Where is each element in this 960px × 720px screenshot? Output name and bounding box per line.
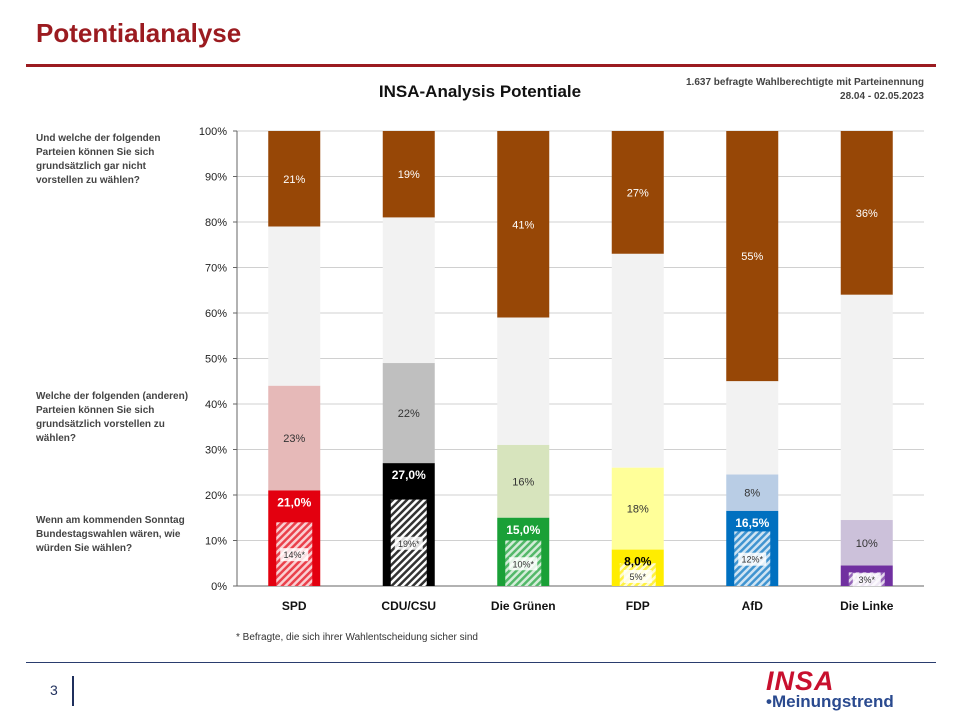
bar-potential: [611, 467, 664, 550]
data-label-vote: 16,5%: [735, 516, 769, 530]
data-label-potential: 8%: [744, 488, 760, 500]
data-label-certain: 19%*: [398, 539, 420, 549]
y-tick-label: 0%: [211, 581, 227, 593]
question-vote: Wenn am kommenden Sonntag Bundestagswahl…: [36, 515, 185, 554]
data-label-vote: 15,0%: [506, 523, 540, 537]
y-tick-label: 90%: [205, 172, 227, 184]
page-number: 3: [50, 682, 58, 698]
data-label-rejection: 21%: [283, 174, 305, 186]
y-tick-label: 70%: [205, 263, 227, 275]
bar-potential: [726, 474, 779, 511]
data-label-potential: 16%: [512, 476, 534, 488]
data-label-rejection: 27%: [627, 187, 649, 199]
bar-potential: [497, 444, 550, 518]
bar-rejection: [611, 131, 664, 254]
data-label-certain-box: [280, 548, 309, 562]
y-tick-label: 60%: [205, 308, 227, 320]
logo-meinungstrend-text: •Meinungstrend: [766, 692, 894, 711]
data-label-potential: 22%: [398, 408, 420, 420]
chart-title: INSA-Analysis Potentiale: [378, 82, 582, 101]
bar-neutral: [497, 317, 550, 445]
data-label-rejection: 36%: [856, 208, 878, 220]
insa-logo: INSA •Meinungstrend: [766, 666, 916, 712]
data-label-rejection: 55%: [741, 251, 763, 263]
data-label-certain: 12%*: [741, 555, 763, 565]
bar-neutral: [611, 253, 664, 468]
y-tick-label: 100%: [199, 126, 227, 138]
data-label-potential: 18%: [627, 504, 649, 516]
y-tick-label: 40%: [205, 399, 227, 411]
data-label-certain: 10%*: [512, 559, 534, 569]
bar-neutral: [268, 226, 321, 386]
x-category-label: Die Grünen: [491, 599, 556, 613]
x-category-label: CDU/CSU: [381, 599, 436, 613]
data-label-rejection: 41%: [512, 219, 534, 231]
data-label-certain: 14%*: [283, 550, 305, 560]
page-number-divider: [72, 676, 74, 706]
x-category-label: AfD: [742, 599, 764, 613]
data-label-vote: 8,0%: [624, 555, 652, 569]
data-label-potential: 10%: [856, 538, 878, 550]
bar-potential: [840, 520, 893, 566]
x-category-label: SPD: [282, 599, 307, 613]
bar-neutral: [840, 294, 893, 521]
data-label-certain: 5%*: [629, 572, 646, 582]
x-category-label: FDP: [626, 599, 650, 613]
bar-neutral: [726, 381, 779, 475]
survey-dates: 28.04 - 02.05.2023: [840, 91, 924, 102]
page-title: Potentialanalyse: [36, 18, 242, 48]
bar-rejection: [382, 131, 435, 218]
bar-neutral: [382, 217, 435, 364]
y-tick-label: 10%: [205, 536, 227, 548]
data-label-certain: 3%*: [858, 575, 875, 585]
survey-meta: 1.637 befragte Wahlberechtigte mit Parte…: [686, 76, 924, 104]
footer-rule: [26, 662, 936, 663]
survey-sample: 1.637 befragte Wahlberechtigte mit Parte…: [685, 77, 924, 88]
data-label-certain-box: [394, 536, 423, 550]
data-label-certain-box: [852, 573, 881, 587]
bar-rejection: [497, 131, 550, 318]
data-label-certain-box: [738, 552, 767, 566]
bar-potential: [382, 363, 435, 464]
footnote: * Befragte, die sich ihrer Wahlentscheid…: [236, 632, 478, 643]
y-tick-label: 20%: [205, 490, 227, 502]
data-label-vote: 21,0%: [277, 495, 311, 509]
y-tick-label: 30%: [205, 445, 227, 457]
bar-rejection: [726, 131, 779, 382]
bar-potential: [268, 385, 321, 491]
data-label-certain-box: [623, 570, 652, 583]
data-label-rejection: 19%: [398, 169, 420, 181]
logo-insa-text: INSA: [766, 666, 835, 696]
bar-rejection: [268, 131, 321, 227]
y-tick-label: 50%: [205, 354, 227, 366]
y-tick-label: 80%: [205, 217, 227, 229]
data-label-certain-box: [509, 557, 538, 571]
title-rule: [26, 64, 936, 67]
x-category-label: Die Linke: [840, 599, 894, 613]
data-label-potential: 23%: [283, 433, 305, 445]
data-label-vote: 27,0%: [392, 468, 426, 482]
question-potential: Welche der folgenden (anderen) Parteien …: [36, 391, 189, 444]
question-rejection: Und welche der folgenden Parteien können…: [36, 133, 161, 186]
bar-rejection: [840, 131, 893, 295]
